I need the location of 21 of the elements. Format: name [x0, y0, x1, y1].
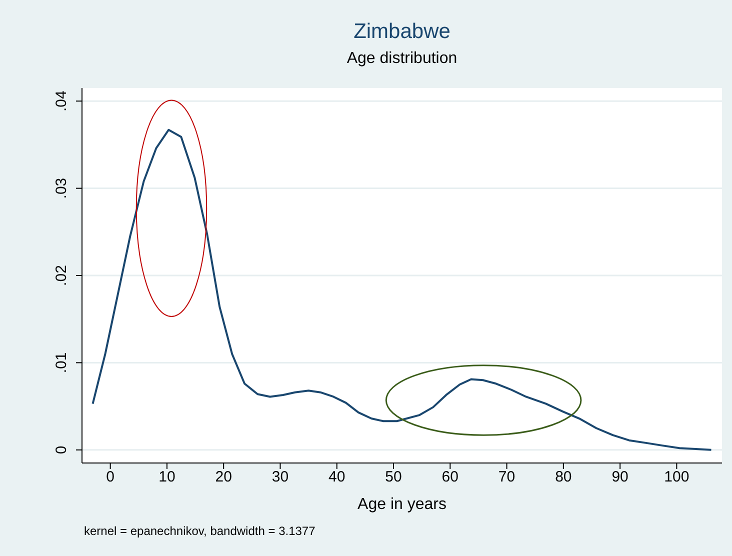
x-tick-label: 10 [158, 468, 176, 486]
x-tick-label: 80 [555, 468, 572, 486]
y-tick-label: 0 [53, 446, 70, 454]
y-tick-label: .02 [53, 265, 70, 286]
chart-title: Zimbabwe [352, 20, 452, 44]
x-tick-label: 60 [442, 468, 458, 486]
x-tick-label: 40 [328, 468, 346, 486]
x-tick-label: 100 [664, 468, 690, 486]
x-tick-label: 30 [272, 468, 289, 486]
x-tick-label: 70 [498, 468, 516, 486]
x-tick-label: 50 [385, 468, 402, 486]
x-tick-label: 0 [106, 468, 114, 486]
text: kernel = epanechnikov, bandwidth = 3.1377 [84, 524, 316, 538]
y-tick-label: .01 [53, 352, 70, 374]
chart-subtitle: Age distribution [346, 50, 458, 68]
x-axis-title: Age in years [356, 496, 448, 514]
x-tick-label: 90 [612, 468, 628, 486]
y-tick-label: .03 [53, 178, 70, 199]
y-tick-label: .04 [53, 90, 70, 112]
x-tick-label: 20 [215, 468, 232, 486]
line-series [92, 128, 712, 451]
